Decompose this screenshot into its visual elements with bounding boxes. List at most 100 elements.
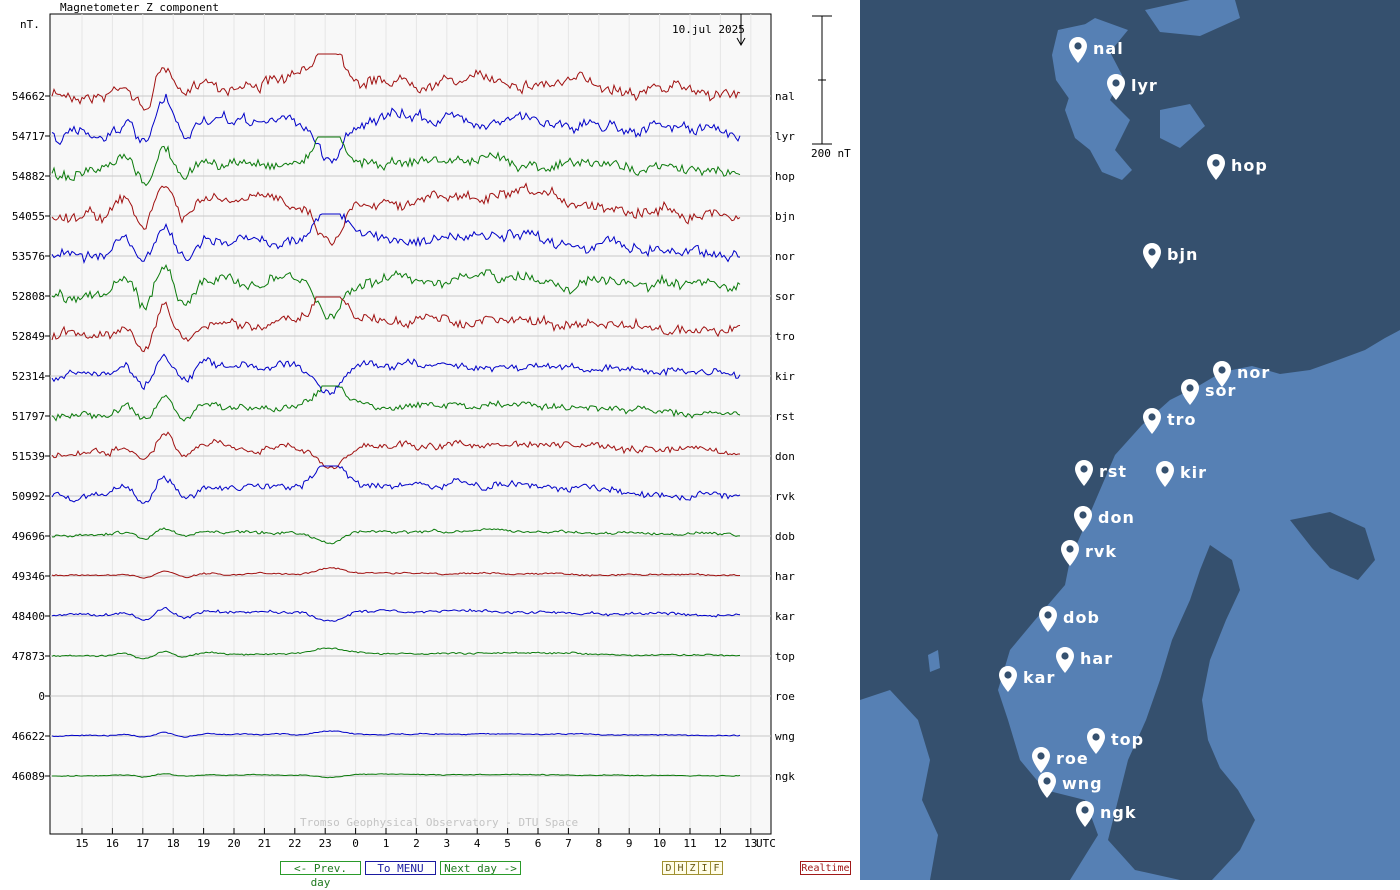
map-label-top: top <box>1111 730 1145 749</box>
map-marker-kir[interactable]: kir <box>1155 460 1225 490</box>
x-tick-label: 9 <box>626 837 633 850</box>
x-tick-label: 20 <box>227 837 240 850</box>
trace-nor <box>51 212 741 265</box>
map-marker-roe[interactable]: roe <box>1031 746 1101 776</box>
location-pin-icon <box>1075 460 1093 486</box>
trace-hop <box>51 136 741 187</box>
location-pin-icon <box>1156 461 1174 487</box>
map-label-ngk: ngk <box>1100 803 1137 822</box>
x-tick-label: 1 <box>383 837 390 850</box>
station-label-kir: kir <box>775 370 795 383</box>
station-label-rvk: rvk <box>775 490 795 503</box>
baseline-label: 54717 <box>12 130 45 143</box>
map-label-har: har <box>1080 649 1114 668</box>
station-label-har: har <box>775 570 795 583</box>
station-label-ngk: ngk <box>775 770 795 783</box>
station-label-rst: rst <box>775 410 795 423</box>
x-tick-label: 18 <box>167 837 180 850</box>
trace-bjn <box>51 182 741 246</box>
x-unit-label: UTC <box>756 837 776 850</box>
x-tick-label: 4 <box>474 837 481 850</box>
location-pin-icon <box>1038 772 1056 798</box>
baseline-label: 52314 <box>12 370 45 383</box>
location-pin-icon <box>1207 154 1225 180</box>
map-label-wng: wng <box>1062 774 1103 793</box>
baseline-label: 47873 <box>12 650 45 663</box>
map-marker-nal[interactable]: nal <box>1068 36 1138 66</box>
realtime-button[interactable]: Realtime <box>800 861 851 875</box>
location-pin-icon <box>1061 540 1079 566</box>
component-f-button[interactable]: F <box>710 861 723 875</box>
x-tick-label: 10 <box>653 837 666 850</box>
map-marker-rst[interactable]: rst <box>1074 459 1144 489</box>
station-label-bjn: bjn <box>775 210 795 223</box>
x-tick-label: 6 <box>535 837 542 850</box>
x-tick-label: 22 <box>288 837 301 850</box>
trace-kir <box>51 353 741 396</box>
map-label-hop: hop <box>1231 156 1268 175</box>
x-tick-label: 3 <box>443 837 450 850</box>
map-marker-bjn[interactable]: bjn <box>1142 242 1212 272</box>
baseline-label: 51797 <box>12 410 45 423</box>
station-label-roe: roe <box>775 690 795 703</box>
baseline-label: 52849 <box>12 330 45 343</box>
map-marker-har[interactable]: har <box>1055 646 1125 676</box>
map-marker-rvk[interactable]: rvk <box>1060 539 1130 569</box>
baseline-label: 49696 <box>12 530 45 543</box>
station-label-sor: sor <box>775 290 795 303</box>
baseline-label: 54882 <box>12 170 45 183</box>
shetland-land <box>928 650 940 672</box>
location-pin-icon <box>1213 361 1231 387</box>
component-z-button[interactable]: Z <box>686 861 699 875</box>
map-marker-kar[interactable]: kar <box>998 665 1068 695</box>
map-marker-lyr[interactable]: lyr <box>1106 73 1176 103</box>
map-label-tro: tro <box>1167 410 1197 429</box>
map-label-kar: kar <box>1023 668 1056 687</box>
trace-nal <box>51 53 741 111</box>
svalbard-west-land <box>1052 24 1102 118</box>
map-label-lyr: lyr <box>1131 76 1158 95</box>
map-marker-tro[interactable]: tro <box>1142 407 1212 437</box>
station-label-hop: hop <box>775 170 795 183</box>
map-marker-dob[interactable]: dob <box>1038 605 1108 635</box>
baseline-label: 54055 <box>12 210 45 223</box>
station-label-dob: dob <box>775 530 795 543</box>
location-pin-icon <box>1087 728 1105 754</box>
map-marker-nor[interactable]: nor <box>1212 360 1282 390</box>
location-pin-icon <box>1181 379 1199 405</box>
prev-day-button[interactable]: <- Prev. day <box>280 861 361 889</box>
x-tick-label: 16 <box>106 837 119 850</box>
component-selector: D H Z I F <box>662 861 723 875</box>
trace-har <box>51 567 741 579</box>
map-marker-hop[interactable]: hop <box>1206 153 1276 183</box>
component-title: Magnetometer Z component <box>60 1 219 14</box>
station-label-wng: wng <box>775 730 795 743</box>
trace-rvk <box>51 465 741 504</box>
date-label: 10.jul 2025 <box>672 23 745 36</box>
station-label-lyr: lyr <box>775 130 795 143</box>
map-label-don: don <box>1098 508 1135 527</box>
trace-don <box>51 431 740 470</box>
magnetometer-chart: 15 16 17 18 19 20 21 22 23 0 1 2 3 4 5 6 7 8 9 10 11 12 135466… <box>12 1 851 850</box>
map-marker-wng[interactable]: wng <box>1037 771 1107 801</box>
station-map: nal lyr hop bjn nor sor tro rst kir don rvk dob har k… <box>860 0 1400 880</box>
to-menu-button[interactable]: To MENU <box>365 861 436 875</box>
map-marker-ngk[interactable]: ngk <box>1075 800 1145 830</box>
baseline-label: 53576 <box>12 250 45 263</box>
map-marker-don[interactable]: don <box>1073 505 1143 535</box>
location-pin-icon <box>1107 74 1125 100</box>
date-arrow-icon <box>736 14 746 47</box>
trace-kar <box>51 606 741 622</box>
map-marker-sor[interactable]: sor <box>1180 378 1250 408</box>
station-label-top: top <box>775 650 795 663</box>
trace-dob <box>51 527 740 545</box>
next-day-button[interactable]: Next day -> <box>440 861 521 875</box>
scale-bar-icon <box>812 15 832 145</box>
nordaustlandet-land <box>1145 0 1240 36</box>
british-isles-land <box>860 690 938 880</box>
location-pin-icon <box>999 666 1017 692</box>
trace-rst <box>51 385 741 422</box>
plot-frame <box>49 13 772 835</box>
map-marker-top[interactable]: top <box>1086 727 1156 757</box>
baseline-label: 50992 <box>12 490 45 503</box>
